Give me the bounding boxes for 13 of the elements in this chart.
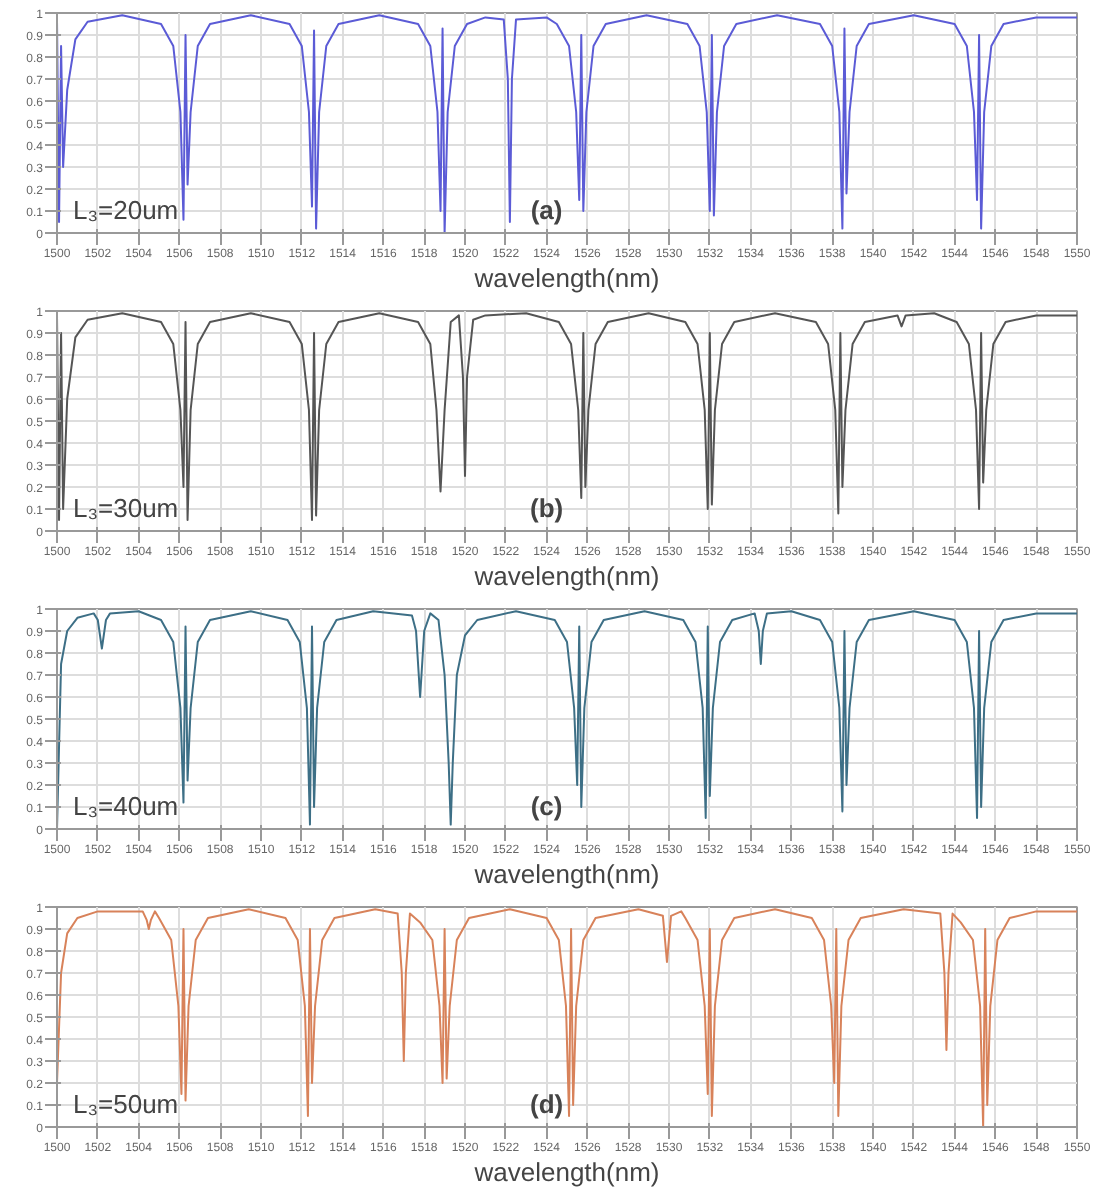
annotation: L₃=20um [73, 195, 179, 225]
annotation: L₃=40um [73, 791, 179, 821]
annotation: (b) [530, 493, 564, 523]
line-series [57, 312, 1077, 521]
annotation: (d) [530, 1089, 564, 1119]
annotation: L₃=30um [73, 493, 179, 523]
x-axis-title: wavelength(nm) [472, 859, 660, 889]
x-axis-title: wavelength(nm) [472, 263, 660, 293]
annotation: (c) [530, 791, 563, 821]
x-axis-title: wavelength(nm) [472, 561, 660, 591]
x-axis-title: wavelength(nm) [472, 1157, 660, 1187]
annotation: L₃=50um [73, 1089, 179, 1119]
annotation: (a) [530, 195, 563, 225]
